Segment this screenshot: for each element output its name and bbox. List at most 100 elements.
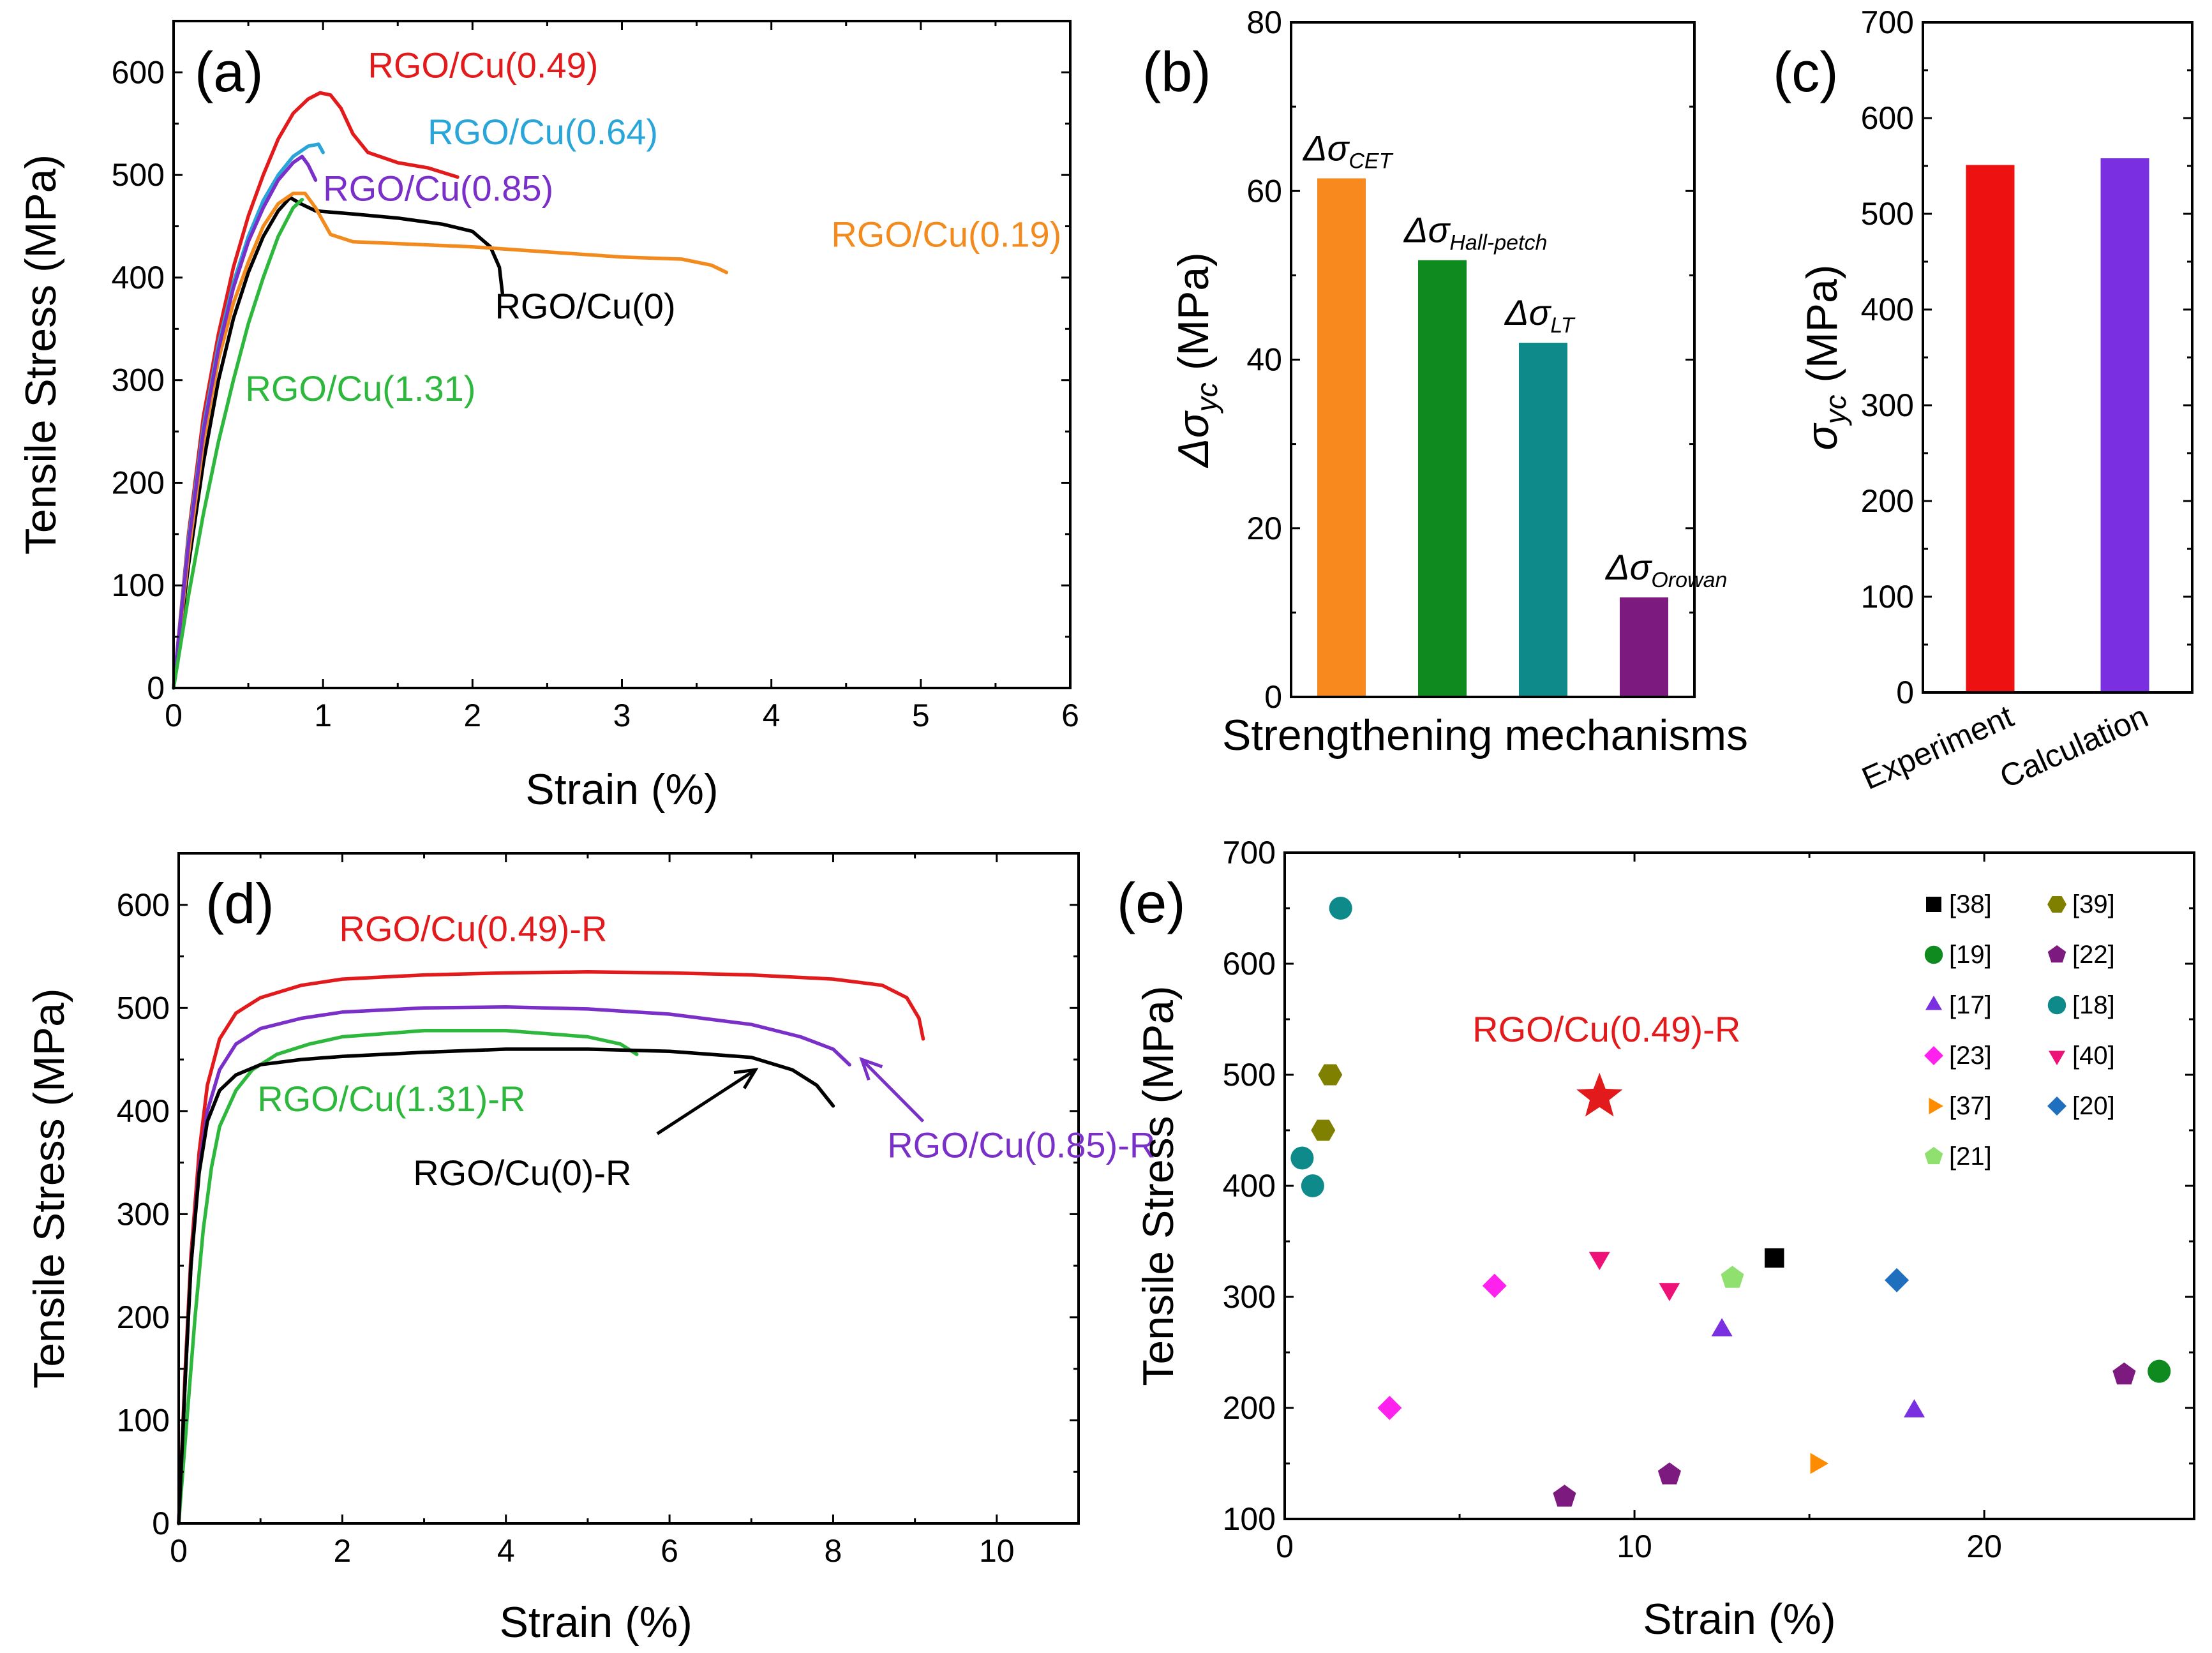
curve-label-rgo-cu-0-85-r: RGO/Cu(0.85)-R <box>887 1125 1155 1165</box>
y-tick-label: 300 <box>1223 1279 1276 1315</box>
panel-d-tensile-curves-r: 0 100 200 300 400 500 600 0 2 4 6 8 10 RGO/Cu(0.49)-R… <box>25 852 1155 1647</box>
y-tick-label: 200 <box>1223 1390 1276 1426</box>
x-tick-label: 6 <box>661 1533 678 1569</box>
bar-lt <box>1519 343 1567 697</box>
x-tick-label: 6 <box>1061 698 1079 733</box>
curve-label-rgo-cu-0-49-r: RGO/Cu(0.49)-R <box>339 908 607 948</box>
curve-rgo-cu-1-31 <box>172 197 304 690</box>
legend-label-23: [23] <box>1949 1042 1992 1070</box>
bar-label-cet: ΔσCET <box>1302 128 1394 173</box>
y-axis-label: Tensile Stress (MPa) <box>25 988 73 1388</box>
point-17 <box>1904 1399 1925 1417</box>
curve-label-rgo-cu-0: RGO/Cu(0) <box>495 286 675 326</box>
x-axis-label: Strain (%) <box>525 765 718 814</box>
y-tick-label: 40 <box>1246 342 1282 378</box>
point-37 <box>1810 1453 1829 1474</box>
curve-label-rgo-cu-0-85: RGO/Cu(0.85) <box>323 168 553 208</box>
point-22 <box>1657 1462 1681 1485</box>
pointer-arrow-1-head <box>859 1056 883 1081</box>
point-20 <box>1885 1268 1909 1292</box>
bar-label-lt: ΔσLT <box>1504 292 1576 338</box>
legend-label-19: [19] <box>1949 941 1992 969</box>
x-tick-label: 10 <box>1617 1529 1652 1564</box>
point-40 <box>1588 1252 1610 1271</box>
y-tick-label: 500 <box>112 157 165 193</box>
x-tick-label: 0 <box>170 1533 188 1569</box>
curve-rgo-cu-0 <box>172 195 504 690</box>
y-tick-label: 400 <box>1223 1168 1276 1204</box>
legend-label-20: [20] <box>2072 1092 2115 1120</box>
panel-label: (a) <box>195 40 264 103</box>
y-axis-label-subscript: yc <box>1819 394 1852 426</box>
legend-marker-21 <box>1924 1147 1943 1165</box>
point-39 <box>1318 1064 1343 1086</box>
legend-label-17: [17] <box>1949 991 1992 1019</box>
panel-e-literature-scatter: 100 200 300 400 500 600 700 0 10 20 RGO/Cu(0.49)-R… <box>1117 835 2195 1643</box>
y-tick-label: 100 <box>1861 579 1914 615</box>
panel-label: (d) <box>206 872 274 935</box>
x-tick-label: 1 <box>314 698 332 733</box>
legend-marker-39 <box>2047 896 2066 913</box>
x-axis-label: Strengthening mechanisms <box>1222 711 1748 759</box>
y-tick-label: 0 <box>147 670 165 706</box>
y-tick-label: 600 <box>1223 946 1276 982</box>
bar-experiment <box>1966 165 2015 692</box>
curve-label-rgo-cu-0-64: RGO/Cu(0.64) <box>428 112 658 152</box>
curve-rgo-cu-0-49 <box>172 91 460 690</box>
bar-label-symbol: Δσ <box>1604 547 1653 587</box>
x-tick-label: 2 <box>463 698 481 733</box>
legend-label-38: [38] <box>1949 890 1992 918</box>
panel-label: (b) <box>1142 40 1211 103</box>
bar-label-subscript: Hall-petch <box>1449 231 1547 255</box>
pointer-arrow-1-shaft <box>860 1058 925 1123</box>
legend-marker-18 <box>2047 996 2066 1015</box>
y-tick-label: 100 <box>117 1402 170 1438</box>
x-tick-label: 0 <box>165 698 183 733</box>
bar-label-subscript: LT <box>1550 313 1575 338</box>
curve-label-rgo-cu-0-19: RGO/Cu(0.19) <box>831 214 1061 255</box>
point-18 <box>1290 1146 1314 1170</box>
legend-marker-40 <box>2049 1051 2065 1065</box>
y-tick-label: 100 <box>112 567 165 603</box>
legend-marker-17 <box>1925 996 1942 1010</box>
highlight-label: RGO/Cu(0.49)-R <box>1472 1009 1740 1049</box>
bar-calculation <box>2100 158 2149 692</box>
point-18 <box>1329 896 1352 920</box>
x-tick-label: 10 <box>979 1533 1015 1569</box>
x-tick-label: 0 <box>1276 1529 1294 1564</box>
plot-frame <box>1922 21 2193 694</box>
y-axis-label: Tensile Stress (MPa) <box>1134 985 1183 1386</box>
y-tick-label: 0 <box>152 1506 170 1541</box>
y-tick-label: 600 <box>117 887 170 923</box>
curve-rgo-cu-0-49-r <box>177 970 925 1525</box>
curve-label-rgo-cu-1-31-r: RGO/Cu(1.31)-R <box>257 1079 525 1119</box>
x-tick-label: 8 <box>825 1533 842 1569</box>
point-38 <box>1765 1248 1784 1268</box>
y-tick-label: 700 <box>1861 4 1914 40</box>
y-tick-label: 400 <box>117 1093 170 1129</box>
point-17 <box>1711 1318 1733 1336</box>
bar-label-subscript: Orowan <box>1651 568 1727 592</box>
y-tick-label: 20 <box>1246 511 1282 546</box>
y-tick-label: 600 <box>112 54 165 90</box>
panel-label: (e) <box>1117 871 1186 934</box>
legend-label-22: [22] <box>2072 941 2115 969</box>
y-tick-label: 0 <box>1264 679 1282 715</box>
curve-label-rgo-cu-0-r: RGO/Cu(0)-R <box>413 1153 631 1193</box>
y-tick-label: 60 <box>1246 173 1282 209</box>
legend-marker-22 <box>2047 945 2066 963</box>
point-22 <box>2112 1362 2136 1385</box>
x-tick-label: 5 <box>912 698 930 733</box>
point-19 <box>2148 1359 2171 1383</box>
y-axis-label-symbol: Δσ <box>1169 410 1218 468</box>
point-highlight-rgo-cu-0-49-r <box>1576 1072 1623 1117</box>
y-tick-label: 300 <box>112 363 165 398</box>
point-21 <box>1721 1266 1744 1288</box>
bar-label-symbol: Δσ <box>1504 292 1552 333</box>
point-39 <box>1311 1119 1336 1141</box>
bar-label-symbol: Δσ <box>1403 210 1451 250</box>
bar-cet <box>1317 178 1366 697</box>
legend-label-21: [21] <box>1949 1142 1992 1171</box>
curve-label-rgo-cu-0-49: RGO/Cu(0.49) <box>368 45 598 85</box>
